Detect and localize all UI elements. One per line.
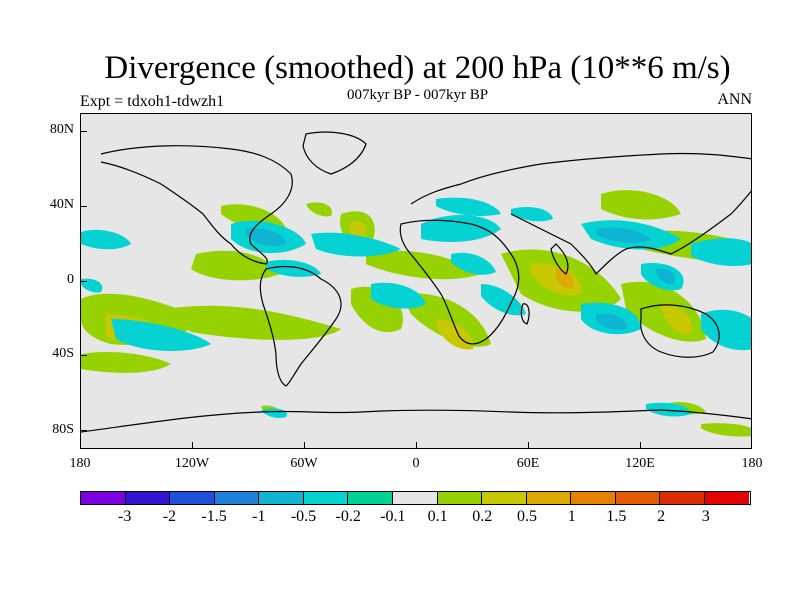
- lat-tick: [80, 131, 87, 132]
- map-panel: [80, 113, 752, 449]
- colorbar-cell: [348, 492, 393, 504]
- colorbar-cell: [571, 492, 616, 504]
- colorbar-cell: [437, 492, 483, 504]
- colorbar-cell: [303, 492, 349, 504]
- greenland-coast: [302, 131, 367, 175]
- lat-tick: [80, 281, 87, 282]
- lon-tick: [304, 442, 305, 449]
- colorbar-cell: [170, 492, 215, 504]
- asia-coast: [510, 190, 751, 276]
- lon-tick: [640, 442, 641, 449]
- lat-label-80n: 80N: [49, 122, 74, 137]
- colorbar-label: 2: [657, 508, 666, 525]
- colorbar-cell: [704, 492, 750, 504]
- india-coast: [550, 243, 569, 275]
- colorbar-cell: [526, 492, 572, 504]
- colorbar-label: -0.5: [290, 508, 317, 525]
- plot-title: Divergence (smoothed) at 200 hPa (10**6 …: [104, 50, 731, 86]
- north-america-coast: [100, 145, 293, 265]
- australia-coast: [640, 304, 720, 358]
- colorbar-label: -0.2: [335, 508, 361, 525]
- colorbar: [80, 491, 751, 505]
- colorbar-cell: [125, 492, 171, 504]
- positive-divergence-regions: [81, 190, 751, 437]
- colorbar-cell: [259, 492, 304, 504]
- colorbar-label: 1: [567, 508, 576, 525]
- coastlines: [81, 131, 751, 433]
- lat-tick: [80, 355, 87, 356]
- lon-tick: [528, 442, 529, 449]
- lon-tick: [192, 442, 193, 449]
- colorbar-cell: [660, 492, 705, 504]
- season-label: ANN: [717, 91, 752, 108]
- lat-tick: [80, 430, 87, 431]
- colorbar-cell: [81, 492, 126, 504]
- colorbar-label: 0.1: [427, 508, 448, 525]
- antarctica-coast: [81, 409, 751, 433]
- colorbar-label: -2: [162, 508, 177, 525]
- experiment-label: Expt = tdxoh1-tdwzh1: [80, 93, 225, 110]
- lat-label-eq: 0: [67, 272, 74, 287]
- colorbar-label: 0.5: [517, 508, 537, 525]
- colorbar-label: -0.1: [380, 508, 406, 525]
- south-america-coast: [259, 265, 342, 387]
- colorbar-label: -1.5: [201, 508, 227, 525]
- lat-label-80s: 80S: [52, 422, 74, 437]
- colorbar-cell: [392, 492, 438, 504]
- lon-label-120e: 120E: [625, 456, 655, 471]
- colorbar-cell: [214, 492, 260, 504]
- lat-label-40s: 40S: [52, 346, 74, 361]
- lon-label-0: 0: [412, 456, 420, 471]
- lat-label-40n: 40N: [49, 197, 74, 212]
- madagascar-coast: [520, 303, 530, 325]
- colorbar-label: 1.5: [606, 508, 627, 525]
- africa-coast: [399, 219, 520, 345]
- colorbar-cell: [615, 492, 661, 504]
- colorbar-label: 3: [701, 508, 710, 525]
- colorbar-label: -3: [118, 508, 132, 525]
- plot-subtitle: 007kyr BP - 007kyr BP: [346, 87, 489, 103]
- colorbar-cell: [482, 492, 527, 504]
- map-field-svg: [81, 131, 751, 437]
- lon-label-120w: 120W: [174, 456, 210, 471]
- lon-label-60e: 60E: [516, 456, 540, 471]
- europe-coast: [410, 152, 751, 205]
- lat-tick: [80, 206, 87, 207]
- negative-divergence-regions: [81, 197, 751, 419]
- lon-label-180e: 180: [741, 456, 763, 471]
- lon-label-180w: 180: [69, 456, 91, 471]
- colorbar-label: 0.2: [472, 508, 493, 525]
- lon-label-60w: 60W: [290, 456, 318, 471]
- colorbar-label: -1: [252, 508, 266, 525]
- lon-tick: [416, 442, 417, 449]
